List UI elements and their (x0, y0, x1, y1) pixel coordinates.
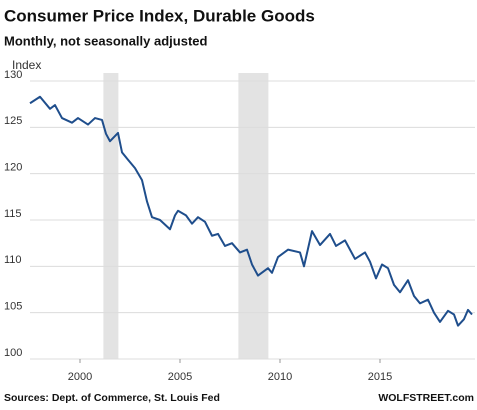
recession-band (238, 73, 269, 359)
line (29, 95, 473, 327)
x-tick-label: 2005 (168, 371, 192, 383)
source: Sources: Dept. of Commerce, St. Louis Fe… (4, 392, 220, 404)
y-tick-label: 110 (4, 254, 22, 266)
y-tick-label: 125 (4, 115, 22, 127)
chart-title: Consumer Price Index, Durable Goods (4, 6, 315, 25)
x-tick-label: 2010 (268, 371, 292, 383)
recession-band (103, 73, 119, 359)
y-tick-label: 120 (4, 162, 22, 174)
y-tick-label: 100 (4, 347, 22, 359)
y-tick-label: 115 (4, 208, 22, 220)
y-tick-label: 105 (4, 301, 22, 313)
credit: WOLFSTREET.com (378, 392, 474, 404)
chart-subtitle: Monthly, not seasonally adjusted (4, 33, 208, 48)
x-tick-label: 2000 (68, 371, 92, 383)
y-axis-label: Index (12, 58, 41, 72)
y-tick-label: 130 (4, 69, 22, 81)
x-tick-label: 2015 (368, 371, 392, 383)
